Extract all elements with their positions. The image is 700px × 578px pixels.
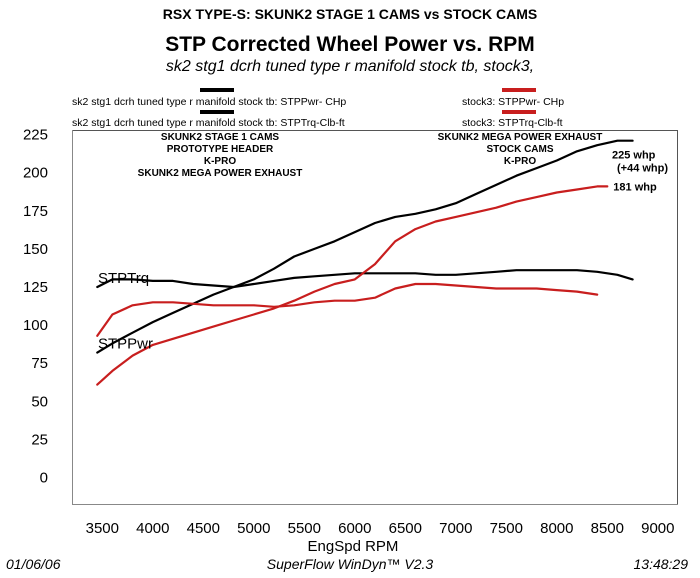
top-title: RSX TYPE-S: SKUNK2 STAGE 1 CAMS vs STOCK… [162, 6, 538, 22]
y-tick-label: 150 [23, 241, 48, 258]
x-axis-label: EngSpd RPM [308, 538, 399, 555]
y-tick-label: 100 [23, 317, 48, 334]
end-label-stock-power: 181 whp [613, 181, 657, 193]
y-tick-label: 200 [23, 165, 48, 182]
note-line: K-PRO [203, 156, 237, 167]
x-tick-label: 6500 [389, 520, 422, 537]
y-tick-label: 175 [23, 203, 48, 220]
y-tick-label: 0 [40, 470, 48, 487]
plot-left-axis [72, 130, 73, 505]
footer-date: 01/06/06 [6, 556, 61, 572]
series-line-4 [96, 282, 599, 337]
note-line: SKUNK2 MEGA POWER EXHAUST [137, 168, 303, 179]
x-tick-label: 5500 [288, 520, 321, 537]
note-line: SKUNK2 STAGE 1 CAMS [160, 132, 280, 143]
x-tick-label: 4000 [136, 520, 169, 537]
y-tick-label: 25 [31, 431, 48, 448]
footer-time: 13:48:29 [633, 556, 689, 572]
note-skunk2-setup: SKUNK2 STAGE 1 CAMS PROTOTYPE HEADER K-P… [120, 132, 320, 180]
note-stock-setup: SKUNK2 MEGA POWER EXHAUST STOCK CAMS K-P… [420, 132, 620, 168]
chart-title: STP Corrected Wheel Power vs. RPM [165, 33, 535, 56]
y-tick-label: 225 [23, 127, 48, 144]
legend-swatch-skunk2-power [200, 88, 234, 92]
chart-subtitle: sk2 stg1 dcrh tuned type r manifold stoc… [165, 58, 535, 75]
note-line: PROTOTYPE HEADER [166, 144, 274, 155]
note-line: K-PRO [503, 156, 537, 167]
legend-label-stock-torque: stock3: STPTrq-Clb-ft [462, 117, 563, 129]
plot-bottom-axis [72, 504, 678, 505]
legend-label-stock-power: stock3: STPPwr- CHp [462, 96, 565, 108]
note-line: STOCK CAMS [486, 144, 554, 155]
end-label-skunk2-power: 225 whp [612, 150, 656, 162]
x-tick-label: 7000 [439, 520, 472, 537]
plot-frame [72, 130, 678, 505]
legend-swatch-stock-power [502, 88, 536, 92]
note-line: SKUNK2 MEGA POWER EXHAUST [437, 132, 603, 143]
series-line-1 [96, 139, 634, 354]
x-tick-label: 6000 [338, 520, 371, 537]
series-line-2 [96, 269, 634, 289]
y-tick-label: 125 [23, 279, 48, 296]
x-tick-label: 5000 [237, 520, 270, 537]
legend-swatch-skunk2-torque [200, 110, 234, 114]
x-tick-label: 8500 [591, 520, 624, 537]
end-label-skunk2-gain: (+44 whp) [617, 163, 668, 175]
legend-label-skunk2-torque: sk2 stg1 dcrh tuned type r manifold stoc… [72, 117, 345, 129]
legend-swatch-stock-torque [502, 110, 536, 114]
footer-software: SuperFlow WinDyn™ V2.3 [266, 556, 434, 572]
series-label-power: STPPwr [98, 336, 153, 353]
x-tick-label: 7500 [490, 520, 523, 537]
series-label-torque: STPTrq [98, 270, 149, 287]
x-tick-label: 4500 [187, 520, 220, 537]
legend-label-skunk2-power: sk2 stg1 dcrh tuned type r manifold stoc… [72, 96, 347, 108]
y-tick-label: 75 [31, 355, 48, 372]
series-line-3 [96, 185, 609, 386]
x-tick-label: 9000 [641, 520, 674, 537]
x-tick-label: 3500 [86, 520, 119, 537]
x-tick-label: 8000 [540, 520, 573, 537]
y-tick-label: 50 [31, 393, 48, 410]
